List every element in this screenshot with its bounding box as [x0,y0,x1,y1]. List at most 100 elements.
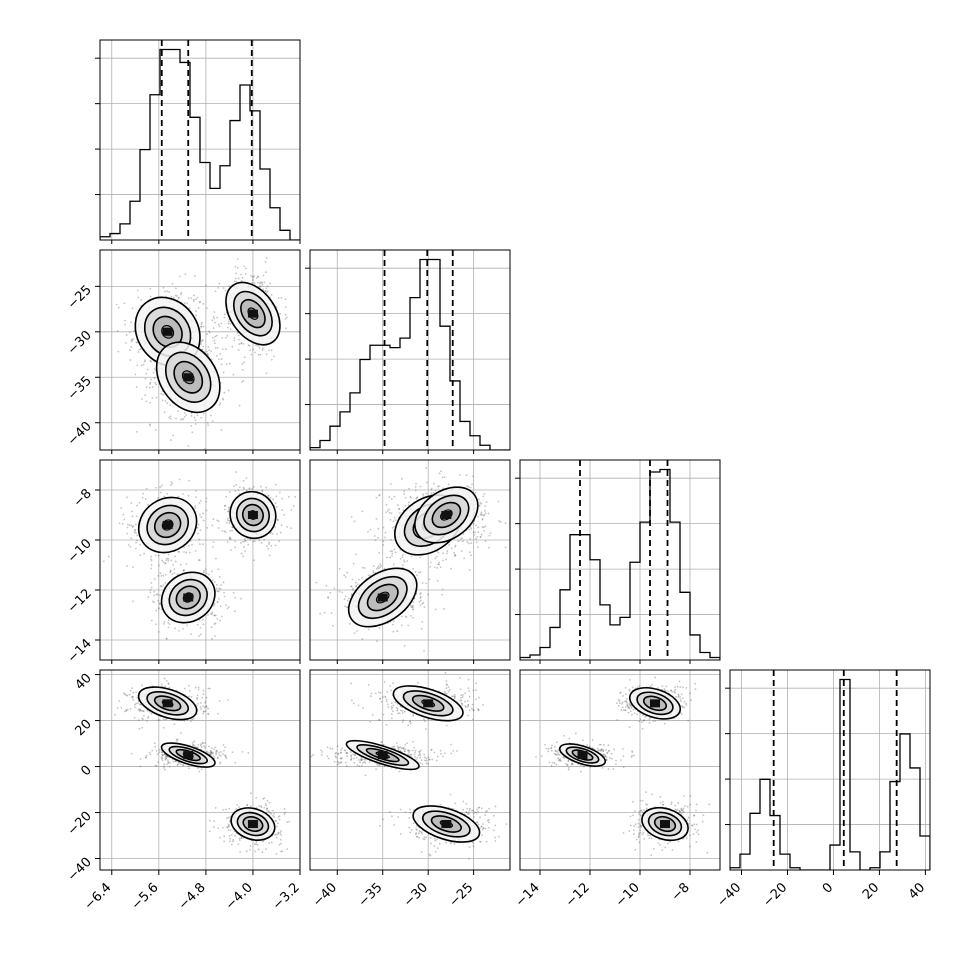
scatter-point [468,542,470,545]
scatter-point [224,348,227,351]
scatter-point [136,504,138,507]
scatter-point [222,371,225,374]
scatter-point [400,615,403,618]
scatter-point [214,622,217,625]
scatter-point [232,592,235,594]
scatter-point [232,840,234,843]
scatter-point [137,351,140,353]
scatter-point [167,626,170,629]
scatter-point [215,752,218,754]
scatter-point [153,377,156,379]
scatter-point [386,690,388,693]
scatter-point [168,623,171,626]
scatter-point [231,529,234,532]
scatter-point [152,371,155,374]
scatter-point [211,570,213,573]
scatter-point [243,265,245,268]
scatter-point [232,373,235,376]
scatter-point [178,473,180,475]
scatter-point [380,565,383,567]
scatter-point [224,746,226,749]
scatter-point [138,703,141,706]
scatter-point [134,373,137,376]
scatter-point [202,705,205,708]
scatter-point [155,750,158,752]
scatter-point [235,280,238,283]
scatter-point [439,566,442,569]
panel-frame [309,249,511,451]
scatter-point [275,836,278,839]
scatter-point [284,306,287,309]
scatter-point [170,295,173,298]
scatter-point [157,607,160,609]
scatter-point [206,750,209,753]
scatter-point [187,684,190,687]
scatter-point [166,290,169,293]
scatter-point [186,624,188,627]
scatter-point [240,837,243,840]
scatter-point [208,745,210,748]
scatter-point [240,273,242,276]
scatter-point [407,504,410,507]
scatter-point [150,567,153,570]
scatter-point [266,807,269,810]
scatter-point [212,545,214,548]
scatter-point [380,700,383,703]
scatter-point [276,235,278,237]
scatter-point [394,519,397,521]
scatter-point [443,607,445,610]
density-peak [183,751,194,760]
scatter-point [219,836,221,839]
scatter-point [196,296,199,299]
scatter-point [193,416,196,419]
scatter-point [118,700,121,703]
scatter-point [162,393,165,396]
scatter-point [240,342,242,345]
scatter-point [224,508,226,511]
scatter-point [153,742,156,745]
scatter-point [197,307,200,309]
scatter-point [405,616,408,619]
scatter-point [403,560,406,563]
scatter-point [223,835,226,838]
scatter-point [254,850,256,853]
x-tick-label: −5.6 [129,880,162,913]
scatter-point [464,692,467,695]
scatter-point [168,291,171,293]
scatter-point [283,813,286,815]
scatter-point [238,404,241,407]
density-peak [183,593,194,602]
scatter-point [202,742,204,744]
scatter-point [482,514,485,517]
scatter-point [175,740,178,742]
scatter-point [454,544,457,547]
scatter-point [223,316,226,319]
scatter-point [389,518,392,521]
scatter-point [233,610,236,613]
scatter-point [323,611,326,614]
scatter-point [468,695,471,698]
scatter-point [253,275,256,277]
scatter-point [221,397,224,400]
scatter-point [169,569,172,572]
scatter-point [372,571,375,574]
scatter-point [210,747,213,750]
scatter-point [164,562,167,564]
scatter-point [361,638,364,640]
scatter-point [275,495,278,498]
scatter-point [173,572,176,574]
scatter-point [187,297,190,300]
scatter-point [378,552,381,554]
scatter-point [147,715,150,718]
scatter-point [151,386,154,389]
scatter-point [176,573,179,576]
scatter-point [446,684,449,687]
scatter-point [222,287,225,289]
scatter-point [201,696,204,699]
scatter-point [222,808,224,811]
scatter-point [205,704,208,707]
scatter-point [477,696,480,699]
scatter-point [197,523,200,526]
scatter-point [145,400,148,403]
scatter-point [284,811,287,814]
